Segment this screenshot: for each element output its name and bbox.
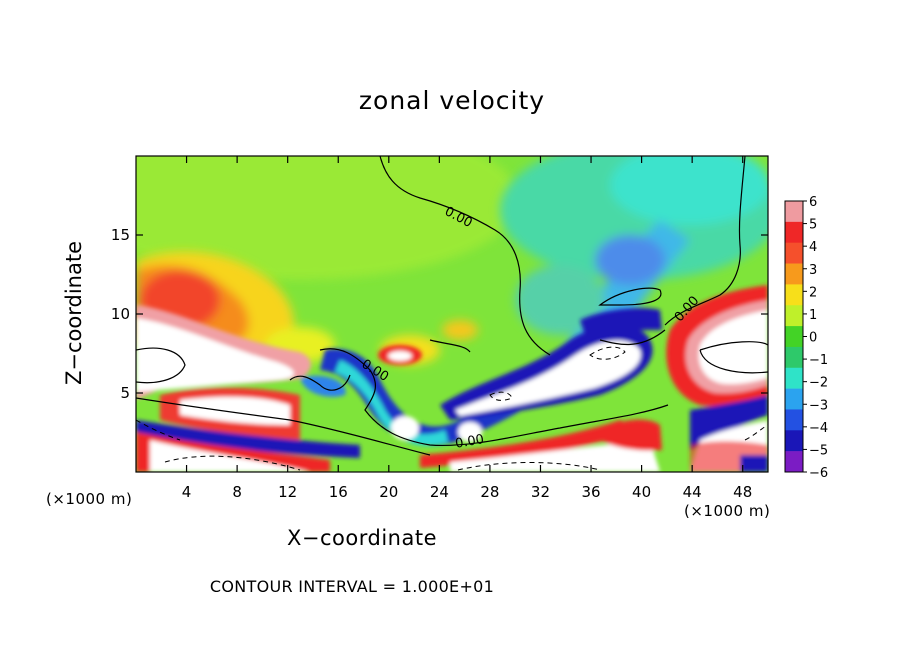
colorbar-swatch [785,221,803,243]
y-axis-label: Z−coordinate [62,241,86,385]
colorbar-swatch [785,263,803,285]
colorbar-swatch [785,284,803,306]
x-tick-label: 16 [329,483,348,501]
colorbar-label: 5 [809,218,817,233]
x-axis-label: X−coordinate [287,526,437,550]
x-tick-label: 24 [430,483,449,501]
colorbar: 6 5 4 3 2 1 0 −1 −2 −3 −4 −5 −6 [784,195,828,481]
y-tick-label: 10 [111,305,130,323]
chart-title: zonal velocity [358,86,546,115]
contour-field [136,156,768,472]
colorbar-swatch [785,242,803,264]
x-tick-label: 28 [480,483,499,501]
x-tick-label: 20 [379,483,398,501]
colorbar-label: 3 [809,263,817,278]
x-tick-label: 48 [733,483,752,501]
contour-label: 0.00 [454,432,485,452]
contour-interval-note: CONTOUR INTERVAL = 1.000E+01 [209,577,495,596]
colorbar-swatch [785,451,803,473]
x-tick-label: 12 [278,483,297,501]
y-tick-label: 5 [120,384,130,402]
colorbar-swatch [785,388,803,410]
colorbar-label: −1 [809,353,828,368]
x-tick-label: 44 [683,483,702,501]
y-axis: 5 10 15 [111,226,768,402]
colorbar-swatch [785,326,803,348]
colorbar-swatch [785,409,803,431]
colorbar-label: −3 [809,398,828,413]
colorbar-label: −6 [809,466,828,481]
colorbar-label: 2 [809,285,817,300]
x-tick-label: 36 [581,483,600,501]
x-tick-label: 40 [632,483,651,501]
colorbar-label: 6 [809,195,817,210]
colorbar-label: −5 [809,443,828,458]
x-tick-label: 32 [531,483,550,501]
colorbar-label: 4 [809,240,817,255]
colorbar-swatch [785,305,803,327]
negative-contours [136,346,768,471]
colorbar-label: −4 [809,421,828,436]
x-unit-label-right: (×1000 m) [684,502,771,520]
colorbar-swatch [785,367,803,389]
x-tick-label: 4 [182,483,192,501]
x-tick-label: 8 [232,483,242,501]
contour-lines [136,156,768,456]
y-tick-label: 15 [111,226,130,244]
colorbar-label: 1 [809,308,817,323]
colorbar-swatch [785,430,803,452]
colorbar-label: −2 [809,376,828,391]
colorbar-swatch [785,201,803,223]
colorbar-label: 0 [809,331,817,346]
x-axis: 4 8 12 16 20 24 28 32 36 40 44 48 [182,156,752,501]
colorbar-swatch [785,346,803,369]
x-unit-label-left: (×1000 m) [46,490,133,508]
